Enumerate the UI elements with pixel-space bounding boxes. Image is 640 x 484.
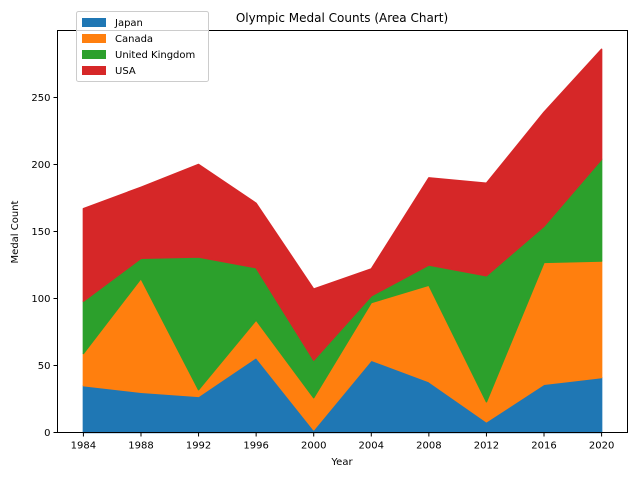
legend-label: United Kingdom [115,50,195,61]
chart-title: Olympic Medal Counts (Area Chart) [236,11,448,25]
x-tick-label: 1988 [128,441,153,452]
x-tick-label: 1984 [71,441,96,452]
x-tick-label: 2004 [359,441,384,452]
legend-label: USA [115,66,136,77]
y-tick-label: 250 [31,93,50,104]
x-tick-label: 2000 [301,441,326,452]
y-tick-label: 0 [44,428,50,439]
x-tick-label: 1996 [243,441,268,452]
legend-swatch [82,34,106,43]
x-axis-label: Year [330,457,353,468]
legend-label: Canada [115,34,153,45]
y-tick-label: 50 [38,361,51,372]
x-tick-label: 2016 [531,441,556,452]
legend-swatch [82,18,106,27]
x-tick-label: 1992 [186,441,211,452]
legend: Japan Canada United Kingdom USA [76,11,209,82]
area-series-3 [82,48,603,361]
legend-swatch [82,50,106,59]
y-tick-label: 200 [31,160,50,171]
y-tick-label: 100 [31,294,50,305]
x-tick-label: 2012 [474,441,499,452]
y-tick-label: 150 [31,227,50,238]
y-axis-ticks: 0 50 100 150 200 250 [31,93,58,439]
legend-label: Japan [114,18,143,29]
y-axis-label: Medal Count [10,200,21,263]
series-areas [82,48,603,434]
x-tick-label: 2020 [589,441,614,452]
legend-frame [76,11,209,82]
legend-swatch [82,66,106,75]
x-axis-ticks: 1984 1988 1992 1996 2000 2004 2008 2012 2016 2020 [71,432,614,452]
x-tick-label: 2008 [416,441,441,452]
